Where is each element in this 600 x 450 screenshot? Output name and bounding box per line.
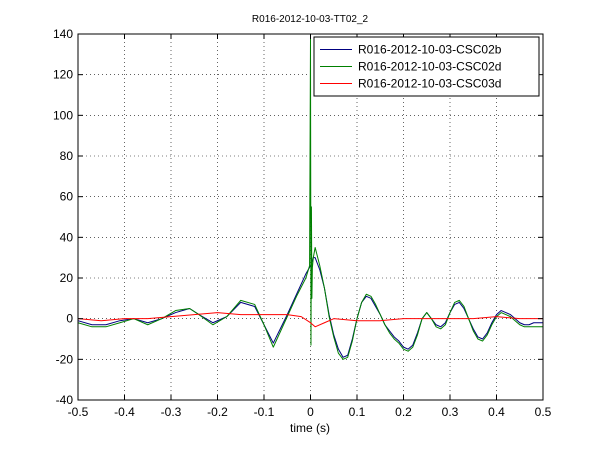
x-tick-label: -0.1: [254, 405, 275, 419]
y-tick-label: 120: [53, 68, 73, 82]
x-tick-label: -0.4: [114, 405, 135, 419]
series-line-R016-2012-10-03-CSC02d: [77, 37, 543, 360]
y-tick-label: 20: [60, 271, 74, 285]
x-tick-label: 0.1: [349, 405, 366, 419]
x-tick-label: -0.2: [207, 405, 228, 419]
y-tick-label: -40: [56, 393, 74, 407]
y-tick-label: 60: [60, 190, 74, 204]
ticks: -0.5 -0.4 -0.3 -0.2 -0.1 0 0.1 0.2 0.3 0.4 0.5 -40 -…: [53, 27, 552, 419]
y-tick-label: 80: [60, 149, 74, 163]
x-axis-label: time (s): [290, 421, 330, 435]
series-line-R016-2012-10-03-CSC03d: [77, 312, 543, 328]
y-tick-label: 100: [53, 108, 73, 122]
y-tick-label: 40: [60, 230, 74, 244]
x-tick-label: 0.4: [488, 405, 505, 419]
legend-entry: R016-2012-10-03-CSC03d: [358, 77, 501, 91]
x-tick-label: 0: [307, 405, 314, 419]
x-tick-label: 0.5: [535, 405, 552, 419]
series-group: [77, 37, 543, 360]
y-tick-label: 0: [66, 312, 73, 326]
y-tick-label: 140: [53, 27, 73, 41]
x-tick-label: -0.5: [68, 405, 89, 419]
x-tick-label: -0.3: [161, 405, 182, 419]
legend: R016-2012-10-03-CSC02b R016-2012-10-03-CS…: [313, 36, 540, 97]
legend-entry: R016-2012-10-03-CSC02d: [358, 60, 501, 74]
chart-title: R016-2012-10-03-TT02_2: [252, 14, 369, 25]
x-tick-label: 0.3: [442, 405, 459, 419]
y-tick-label: -20: [56, 352, 74, 366]
legend-entry: R016-2012-10-03-CSC02b: [358, 43, 502, 57]
x-tick-label: 0.2: [395, 405, 412, 419]
